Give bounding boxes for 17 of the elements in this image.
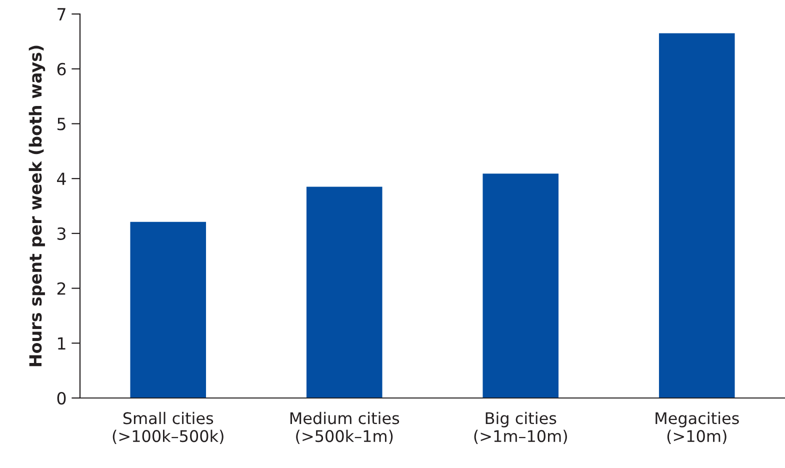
y-tick-label: 0 — [57, 392, 66, 405]
x-tick-label: Megacities (>10m) — [656, 412, 739, 444]
y-tick-label: 1 — [58, 337, 66, 350]
y-axis-title: Hours spent per week (both ways) — [28, 46, 46, 366]
bar — [658, 33, 735, 398]
bar — [482, 174, 559, 398]
x-tick-label: Big cities (>1m–10m) — [474, 412, 567, 444]
y-tick-label: 6 — [57, 62, 66, 76]
y-tick-label: 7 — [58, 8, 66, 20]
bar — [130, 222, 206, 398]
y-tick-label: 3 — [57, 227, 66, 240]
y-tick-label: 5 — [57, 118, 66, 130]
y-tick-label: 4 — [57, 172, 66, 185]
bar — [306, 186, 382, 398]
y-tick-label: 2 — [57, 282, 66, 295]
x-tick-label: Medium cities (>500k–1m) — [290, 412, 400, 444]
x-tick-label: Small cities (>100k–500k) — [112, 412, 224, 444]
